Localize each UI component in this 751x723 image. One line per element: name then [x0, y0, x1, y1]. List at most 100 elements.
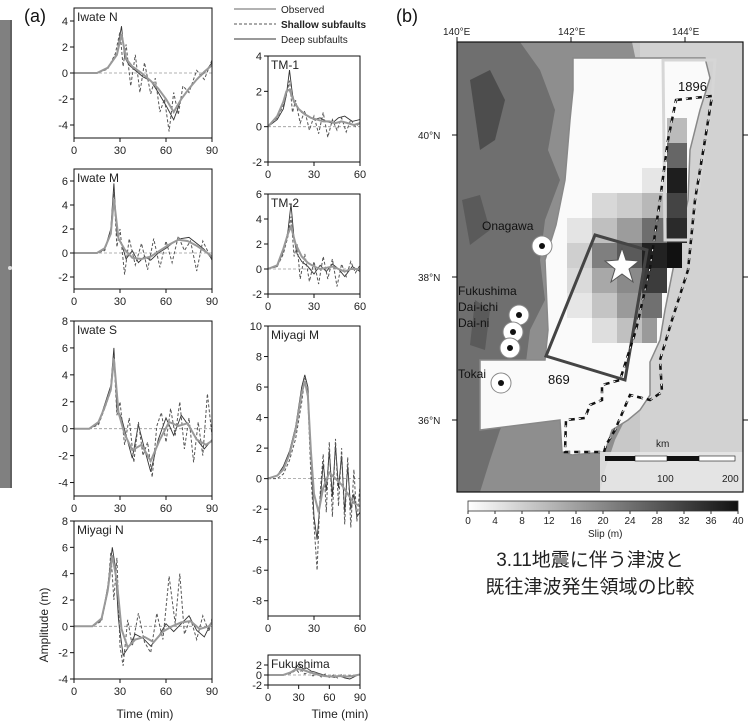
x-tick-label: 30 — [114, 145, 126, 157]
scale-tick-100: 100 — [657, 474, 674, 485]
series-deep-subfaults — [74, 555, 212, 650]
legend-deep: Deep subfaults — [281, 35, 348, 46]
y-tick-label: 6 — [256, 382, 262, 394]
y-tick-label: 0 — [62, 68, 68, 80]
x-tick-label: 30 — [308, 169, 320, 181]
series-shallow-subfaults — [268, 377, 360, 571]
y-tick-label: -2 — [252, 157, 262, 169]
chart-panel-0: Iwate N -4 -2 0 2 4 0 30 60 90 — [58, 7, 218, 157]
y-tick-label: 0 — [256, 122, 262, 134]
x-tick-label: 30 — [114, 296, 126, 308]
y-tick-label: 2 — [62, 224, 68, 236]
series-deep-subfaults — [74, 33, 212, 114]
x-tick-label: 90 — [206, 145, 218, 157]
year-869: 869 — [548, 372, 570, 387]
chart-panel-6: Miyagi M -8 -6 -4 -2 0 2 4 6 8 10 0 30 60 — [250, 321, 366, 635]
scale-tick-0: 0 — [601, 474, 607, 485]
series-shallow-subfaults — [268, 80, 360, 138]
panel-title: Miyagi M — [271, 328, 319, 342]
colorbar-tick-label: 16 — [570, 516, 582, 527]
lon-140: 140°E — [443, 27, 471, 38]
time-axis-label-right: Time (min) — [312, 707, 369, 721]
y-tick-label: 0 — [256, 264, 262, 276]
x-tick-label: 0 — [71, 145, 77, 157]
caption-line-2: 既往津波発生領域の比較 — [485, 576, 695, 598]
year-1896: 1896 — [678, 79, 707, 94]
lon-142: 142°E — [558, 27, 586, 38]
time-axis-label-left: Time (min) — [117, 707, 174, 721]
y-tick-label: 0 — [62, 424, 68, 436]
y-tick-label: -8 — [252, 596, 262, 608]
cropped-edge — [0, 20, 12, 488]
x-tick-label: 30 — [308, 301, 320, 313]
y-tick-label: 8 — [62, 316, 68, 328]
y-tick-label: 6 — [62, 542, 68, 554]
y-tick-label: 6 — [62, 343, 68, 355]
x-tick-label: 90 — [206, 296, 218, 308]
panel-title: TM-1 — [271, 58, 299, 72]
legend-observed: Observed — [281, 5, 324, 16]
y-tick-label: -2 — [58, 648, 68, 660]
colorbar-tick-label: 4 — [492, 516, 498, 527]
x-tick-label: 0 — [265, 623, 271, 635]
place-dai-ni: Dai-ni — [458, 316, 489, 330]
x-tick-label: 0 — [71, 686, 77, 698]
y-tick-label: 2 — [256, 239, 262, 251]
x-tick-label: 90 — [354, 692, 366, 704]
y-tick-label: 4 — [256, 51, 262, 63]
panel-title: TM-2 — [271, 196, 299, 210]
y-tick-label: -4 — [252, 535, 262, 547]
scale-bar: km 0 100 200 — [600, 439, 743, 492]
y-tick-label: 8 — [256, 352, 262, 364]
axes-frame — [73, 320, 213, 497]
panel-a-label: (a) — [24, 6, 46, 26]
series-deep-subfaults — [268, 380, 360, 513]
x-tick-label: 0 — [71, 296, 77, 308]
x-tick-label: 0 — [71, 503, 77, 515]
x-tick-label: 0 — [265, 301, 271, 313]
chart-panel-2: Iwate S -4 -2 0 2 4 6 8 0 30 60 90 — [58, 316, 218, 515]
y-tick-label: -4 — [58, 674, 68, 686]
series-shallow-subfaults — [74, 552, 212, 666]
panel-title: Iwate S — [77, 323, 117, 337]
series-deep-subfaults — [74, 358, 212, 464]
y-tick-label: 4 — [62, 16, 68, 28]
x-tick-label: 90 — [206, 503, 218, 515]
scale-tick-200: 200 — [722, 474, 739, 485]
y-tick-label: 4 — [256, 413, 262, 425]
y-tick-label: -2 — [58, 94, 68, 106]
y-tick-label: 4 — [62, 200, 68, 212]
place-fukushima: Fukushima — [458, 284, 517, 298]
chart-panel-3: Miyagi N -4 -2 0 2 4 6 8 0 30 60 90 — [58, 516, 218, 698]
y-tick-label: 4 — [256, 214, 262, 226]
place-onagawa: Onagawa — [482, 219, 534, 233]
series-observed — [74, 547, 212, 657]
y-tick-label: 6 — [256, 189, 262, 201]
y-tick-label: 0 — [62, 621, 68, 633]
y-tick-label: 4 — [62, 569, 68, 581]
y-tick-label: -4 — [58, 120, 68, 132]
legend-shallow: Shallow subfaults — [281, 20, 366, 31]
colorbar-tick-label: 8 — [519, 516, 525, 527]
x-tick-label: 60 — [160, 503, 172, 515]
axes-frame — [73, 520, 213, 680]
y-tick-label: -2 — [252, 504, 262, 516]
x-tick-label: 60 — [354, 169, 366, 181]
panel-title: Iwate M — [77, 171, 119, 185]
y-tick-label: -2 — [58, 272, 68, 284]
lat-36: 36°N — [418, 416, 440, 427]
slip-map: 1896 869 Onagawa — [418, 27, 748, 493]
legend: Observed Shallow subfaults Deep subfault… — [234, 5, 366, 46]
caption: 3.11地震に伴う津波と 既往津波発生領域の比較 — [440, 548, 740, 601]
y-tick-label: -2 — [252, 289, 262, 301]
y-tick-label: 2 — [256, 86, 262, 98]
colorbar-tick-label: 36 — [705, 516, 717, 527]
y-tick-label: 2 — [62, 397, 68, 409]
y-tick-label: -6 — [252, 565, 262, 577]
place-dai-ichi: Dai-ichi — [458, 300, 498, 314]
x-tick-label: 60 — [354, 301, 366, 313]
